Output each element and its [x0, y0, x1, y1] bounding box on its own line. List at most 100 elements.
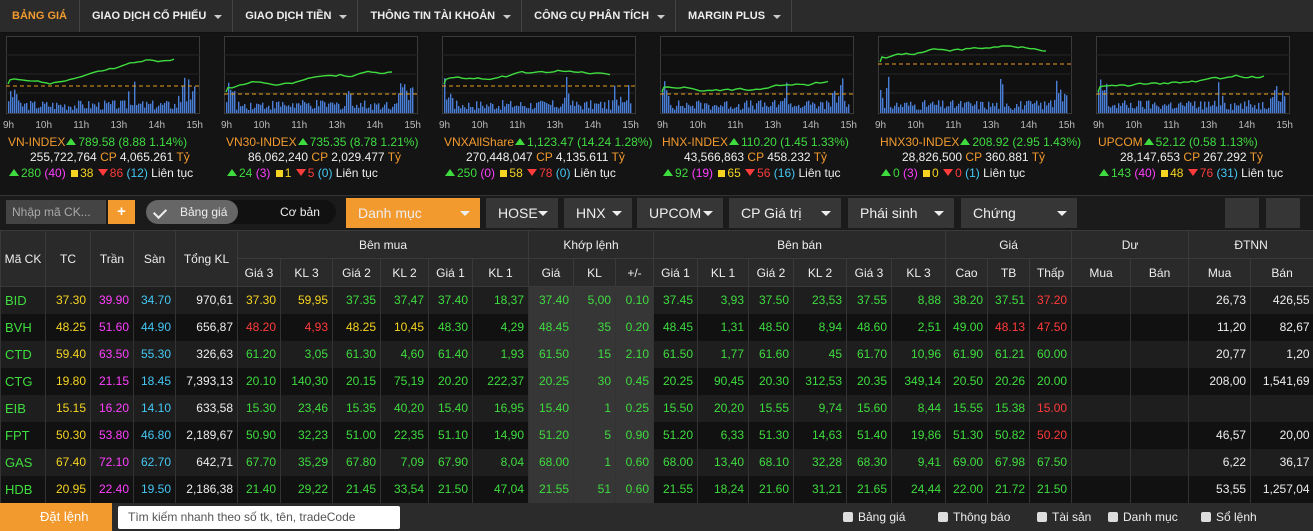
bottom-bar: Đặt lệnh Tìm kiếm nhanh theo số tk, tên,… — [0, 503, 1313, 531]
volume-bar — [358, 107, 360, 113]
market-tab[interactable]: Phái sinh — [848, 198, 954, 228]
volume-bar — [912, 105, 914, 113]
flat-icon — [275, 170, 283, 177]
nav-tab[interactable]: THÔNG TIN TÀI KHOẢN — [358, 0, 523, 32]
bottom-link[interactable]: Tài sản — [1036, 503, 1091, 531]
collapse-button[interactable] — [1266, 198, 1300, 228]
volume-bar — [274, 108, 276, 113]
stock-row[interactable]: CTD 59.40 63.50 55.30 326,63 61.20 3,05 61.30 4,… — [0, 340, 1313, 368]
screen-button[interactable] — [1225, 198, 1259, 228]
toggle-option[interactable]: Bảng giá — [146, 200, 238, 224]
bottom-link[interactable]: Danh mục — [1108, 503, 1178, 531]
volume-bar — [406, 90, 408, 113]
volume-bar — [1192, 105, 1194, 113]
market-tab[interactable]: Chứng quyền — [961, 198, 1077, 251]
volume-bar — [816, 108, 818, 113]
toggle-option[interactable]: Cơ bản — [280, 205, 320, 219]
table-cell: 61.20 — [237, 340, 281, 368]
volume-bar — [290, 106, 292, 113]
volume-bar — [536, 102, 538, 113]
table-cell: 14,90 — [472, 421, 529, 449]
volume-bar — [796, 106, 798, 113]
volume-bar — [694, 108, 696, 113]
order-button[interactable]: Đặt lệnh — [0, 503, 112, 531]
table-cell: 18,37 — [472, 286, 529, 314]
header-cell: Giá 2 — [748, 258, 794, 287]
header-cell: Sàn — [133, 230, 176, 287]
nav-tab[interactable]: BẢNG GIÁ — [0, 0, 80, 32]
time-label: 11h — [1163, 120, 1180, 131]
stock-row[interactable]: BVH 48.25 51.60 44.90 656,87 48.20 4,93 48.25 10… — [0, 313, 1313, 341]
market-tab[interactable]: CP Giá trị — [729, 198, 841, 228]
volume-bar — [390, 109, 392, 113]
stock-row[interactable]: BID 37.30 39.90 34.70 970,61 37.30 59,95 37.35 3… — [0, 286, 1313, 314]
stock-row[interactable]: HDB 20.95 22.40 19.50 2,186,38 21.40 29,22 21.4… — [0, 475, 1313, 503]
bottom-link[interactable]: Bảng giá — [842, 503, 905, 531]
volume-bar — [1034, 102, 1036, 113]
nav-tab[interactable]: GIAO DỊCH TIỀN — [233, 0, 359, 32]
table-cell: 75,19 — [380, 367, 429, 395]
volume-bar — [152, 100, 154, 113]
header-cell: Trần — [90, 230, 134, 287]
stock-row[interactable]: CTG 19.80 21.15 18.45 7,393,13 20.10 140,30 20.… — [0, 367, 1313, 395]
volume-bar — [192, 91, 194, 113]
quick-search[interactable]: Tìm kiếm nhanh theo số tk, tên, tradeCod… — [118, 506, 400, 529]
volume-bar — [914, 104, 916, 113]
index-flat: 38 — [80, 166, 94, 180]
table-cell: 33,54 — [380, 475, 429, 503]
nav-tab[interactable]: GIAO DỊCH CỔ PHIẾU — [80, 0, 234, 32]
volume-bar — [964, 102, 966, 113]
volume-bar — [800, 107, 802, 113]
market-tab[interactable]: HNX — [564, 198, 632, 228]
volume-bar — [114, 100, 116, 113]
nav-tab[interactable]: MARGIN PLUS — [676, 0, 793, 32]
table-cell: 0.60 — [615, 448, 654, 476]
volume-bar — [1118, 103, 1120, 113]
index-status: Liên tục — [335, 166, 378, 180]
volume-bar — [1032, 103, 1034, 113]
volume-bar — [594, 103, 596, 113]
volume-bar — [1256, 109, 1258, 113]
stock-search[interactable]: Nhập mã CK... — [6, 200, 106, 224]
index-cp: CP — [965, 150, 982, 164]
volume-bar — [132, 105, 134, 113]
volume-bar — [742, 108, 744, 113]
index-down: 86 — [109, 166, 124, 180]
index-name: HNX30-INDEX — [880, 135, 960, 149]
add-button[interactable]: + — [108, 200, 135, 224]
market-tab[interactable]: Danh mục VN30 — [346, 198, 480, 251]
nav-tab[interactable]: CÔNG CỤ PHÂN TÍCH — [522, 0, 677, 32]
table-cell — [1130, 340, 1189, 368]
volume-bar — [342, 108, 344, 113]
stock-row[interactable]: FPT 50.30 53.80 46.80 2,189,67 50.90 32,23 51.0… — [0, 421, 1313, 449]
index-line — [7, 58, 175, 85]
volume-bar — [494, 109, 496, 113]
volume-bar — [588, 107, 590, 113]
volume-bar — [242, 105, 244, 113]
stock-row[interactable]: GAS 67.40 72.10 62.70 642,71 67.70 35,29 67.80 7… — [0, 448, 1313, 476]
market-tab[interactable]: HOSE — [486, 198, 558, 228]
toolbar: Nhập mã CK... + Bảng giá Cơ bản Danh mục… — [0, 195, 1313, 251]
header-cell: KL 1 — [697, 258, 749, 287]
volume-bar — [20, 102, 22, 113]
volume-bar — [284, 104, 286, 113]
volume-bar — [896, 102, 898, 113]
volume-bar — [138, 103, 140, 113]
volume-bar — [1274, 90, 1276, 113]
bottom-link[interactable]: Sổ lệnh — [1201, 503, 1257, 531]
volume-bar — [302, 100, 304, 113]
table-cell: 59.40 — [45, 340, 91, 368]
volume-bar — [562, 103, 564, 113]
market-tab[interactable]: UPCOM — [637, 198, 723, 228]
volume-bar — [292, 103, 294, 113]
volume-bar — [1186, 102, 1188, 113]
table-cell: 9,41 — [890, 448, 946, 476]
bottom-link[interactable]: Thông báo — [937, 503, 1010, 531]
table-cell: 1,20 — [1250, 340, 1313, 368]
index-up: 0 — [893, 166, 900, 180]
volume-bar — [66, 109, 68, 113]
index-floor: (0) — [317, 166, 333, 180]
stock-row[interactable]: EIB 15.15 16.20 14.10 633,58 15.30 23,46 15.35 4… — [0, 394, 1313, 422]
volume-bar — [674, 109, 676, 113]
volume-bar — [74, 105, 76, 113]
